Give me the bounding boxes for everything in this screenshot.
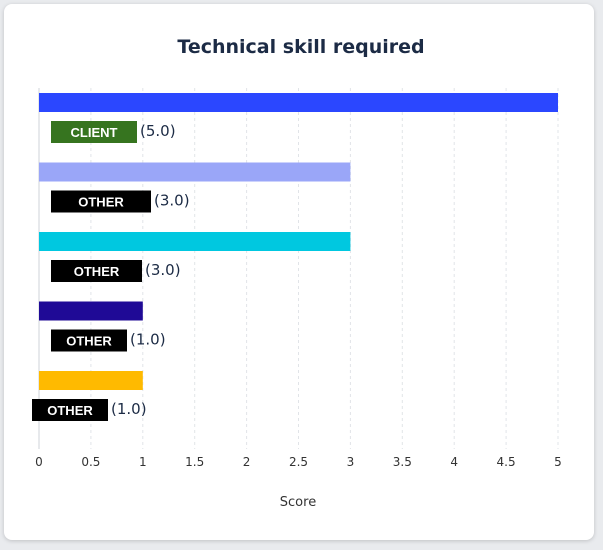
category-tag <box>51 121 137 143</box>
x-tick-label: 3.5 <box>393 455 412 469</box>
bar <box>39 232 351 251</box>
bar-value-label: (1.0) <box>111 400 147 418</box>
bar-value-label: (5.0) <box>140 122 176 140</box>
category-tag-label: OTHER <box>66 334 112 349</box>
bar-row: CLIENT (5.0) <box>39 93 558 143</box>
grid-lines <box>38 88 559 449</box>
bar-row: OTHER (1.0) <box>32 371 147 421</box>
category-tag <box>51 329 127 352</box>
bar <box>39 371 143 390</box>
chart-card: Technical skill required CLIENT (5.0) OTHE… <box>4 4 594 540</box>
bar-row: OTHER (3.0) <box>39 232 351 282</box>
bar-value-label: (3.0) <box>145 261 181 279</box>
x-tick-label: 1 <box>139 455 147 469</box>
bar-row: OTHER (1.0) <box>39 301 166 352</box>
category-tag-label: CLIENT <box>71 125 118 140</box>
bar-value-label: (1.0) <box>130 331 166 349</box>
category-tag <box>32 399 108 421</box>
bar-row: OTHER (3.0) <box>39 162 351 213</box>
category-tag-label: OTHER <box>78 195 124 210</box>
x-tick-label: 0.5 <box>81 455 100 469</box>
chart-title: Technical skill required <box>177 36 424 58</box>
x-tick-label: 4 <box>450 455 458 469</box>
x-axis-ticks: 0 0.5 1 1.5 2 2.5 3 3.5 4 4.5 5 <box>35 455 562 469</box>
category-tag <box>51 260 142 282</box>
x-tick-label: 3 <box>347 455 355 469</box>
x-tick-label: 5 <box>554 455 562 469</box>
bar-value-label: (3.0) <box>154 192 190 210</box>
x-tick-label: 2 <box>243 455 251 469</box>
bar <box>39 162 351 182</box>
category-tag <box>51 190 151 213</box>
x-tick-label: 4.5 <box>497 455 516 469</box>
category-tag-label: OTHER <box>47 403 93 418</box>
bar <box>39 301 143 321</box>
x-tick-label: 2.5 <box>289 455 308 469</box>
category-tag-label: OTHER <box>74 264 120 279</box>
bars-group: CLIENT (5.0) OTHER (3.0) OTHER (3.0) OTHER (1.0… <box>32 93 558 421</box>
x-axis-label: Score <box>280 495 316 510</box>
bar-chart: Technical skill required CLIENT (5.0) OTHE… <box>32 36 562 510</box>
x-tick-label: 1.5 <box>185 455 204 469</box>
bar <box>39 93 558 112</box>
x-tick-label: 0 <box>35 455 43 469</box>
